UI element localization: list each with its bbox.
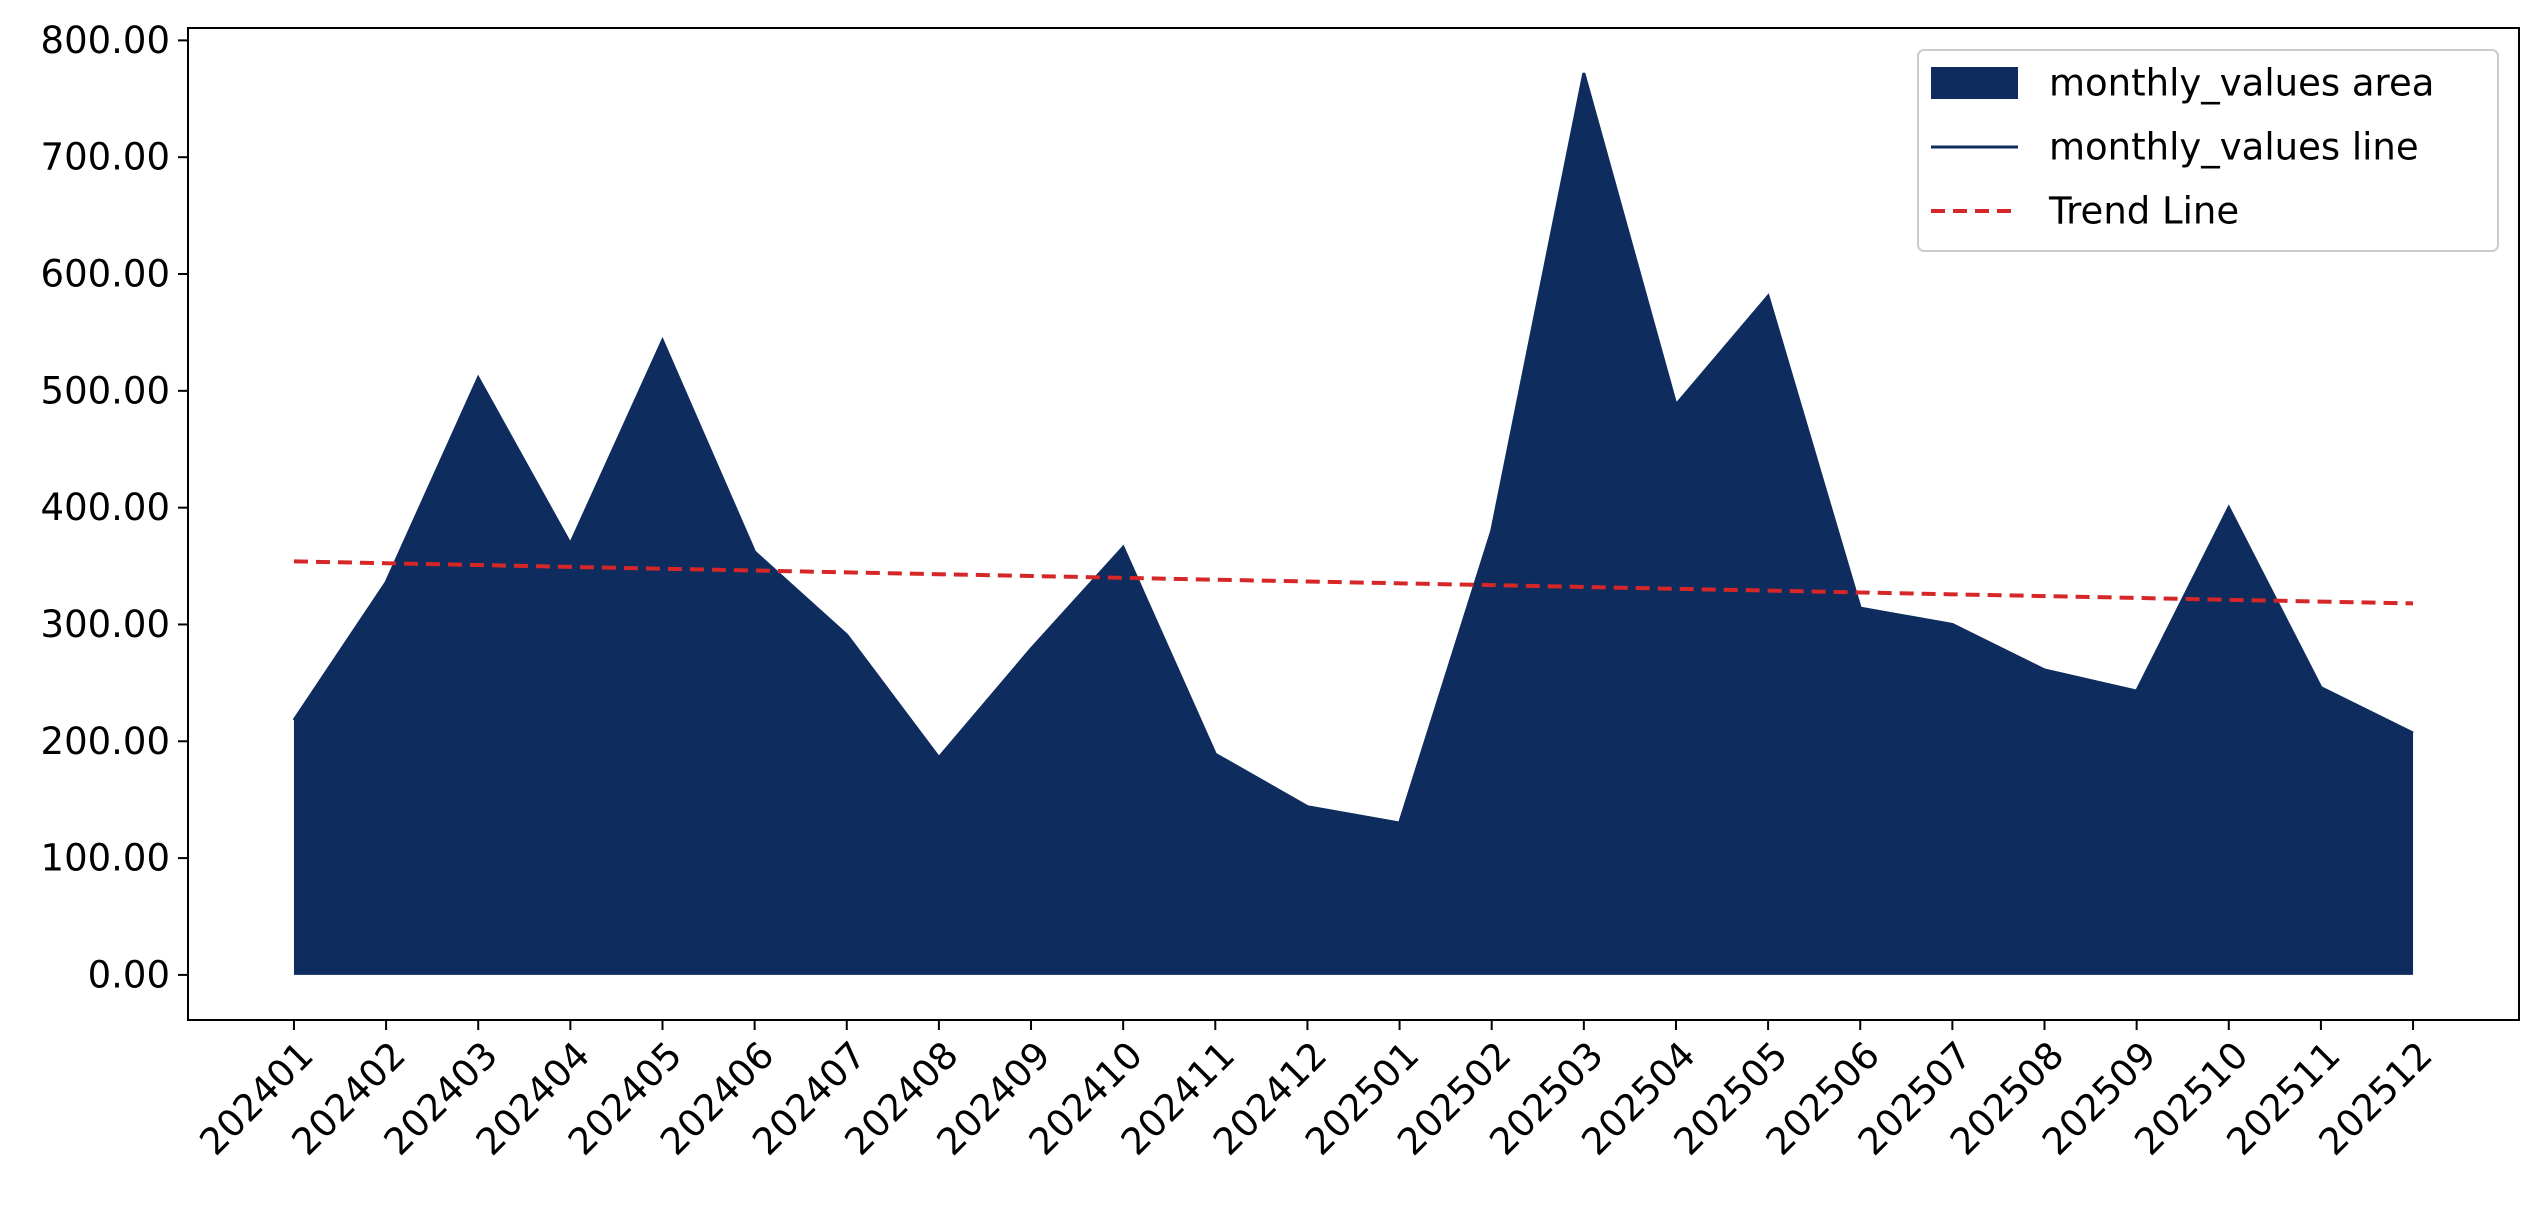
y-tick-label: 400.00 bbox=[41, 486, 170, 529]
legend-label: monthly_values line bbox=[2049, 126, 2419, 169]
y-tick-label: 100.00 bbox=[41, 837, 170, 880]
y-tick-label: 500.00 bbox=[41, 369, 170, 412]
area bbox=[293, 73, 2414, 975]
legend-box bbox=[1917, 49, 2499, 252]
y-tick-label: 300.00 bbox=[41, 603, 170, 646]
y-tick-label: 200.00 bbox=[41, 720, 170, 763]
plot-frame bbox=[187, 27, 2520, 1021]
line bbox=[293, 559, 2414, 606]
line bbox=[292, 72, 2414, 825]
y-tick-label: 800.00 bbox=[41, 19, 170, 62]
y-tick-label: 600.00 bbox=[41, 253, 170, 296]
legend-label: monthly_values area bbox=[2049, 62, 2434, 105]
legend-label: Trend Line bbox=[2048, 190, 2239, 233]
legend-swatch bbox=[1931, 67, 2018, 99]
y-tick-label: 0.00 bbox=[88, 953, 170, 996]
y-tick-label: 700.00 bbox=[41, 136, 170, 179]
